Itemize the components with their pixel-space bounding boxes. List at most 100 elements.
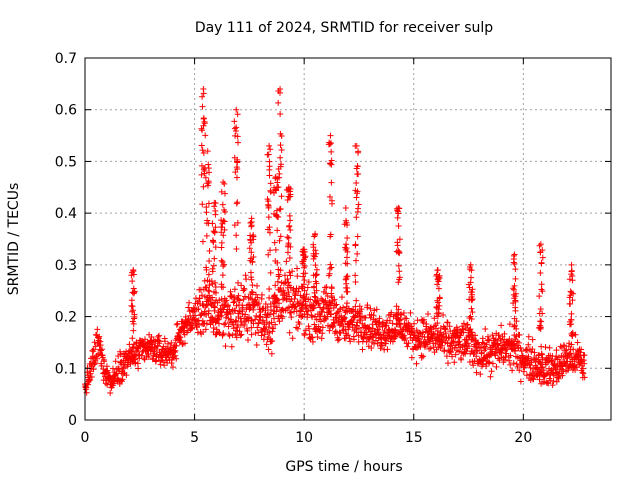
data-point xyxy=(318,308,325,315)
data-point xyxy=(524,357,531,364)
data-point xyxy=(128,302,135,309)
data-point xyxy=(343,241,350,248)
data-point xyxy=(287,226,294,233)
data-point xyxy=(265,251,272,258)
data-point xyxy=(275,213,282,220)
data-point xyxy=(450,338,457,345)
data-point xyxy=(382,322,389,329)
data-point xyxy=(266,311,273,318)
data-point xyxy=(248,249,255,256)
data-point xyxy=(248,317,255,324)
data-point xyxy=(386,317,393,324)
data-point xyxy=(393,303,400,310)
data-point xyxy=(467,274,474,281)
data-point xyxy=(354,233,361,240)
data-point xyxy=(120,364,127,371)
data-point xyxy=(518,348,525,355)
data-point xyxy=(228,292,235,299)
data-point xyxy=(173,355,180,362)
data-point xyxy=(300,281,307,288)
data-point xyxy=(232,132,239,139)
data-point xyxy=(332,328,339,335)
data-point xyxy=(268,319,275,326)
data-point xyxy=(353,165,360,172)
data-point xyxy=(346,335,353,342)
data-point xyxy=(205,307,212,314)
data-point xyxy=(543,371,550,378)
data-point xyxy=(451,359,458,366)
data-point xyxy=(353,194,360,201)
data-point xyxy=(248,331,255,338)
data-point xyxy=(255,300,262,307)
data-point xyxy=(299,260,306,267)
data-point xyxy=(173,321,180,328)
data-point xyxy=(334,337,341,344)
data-point xyxy=(401,315,408,322)
data-point xyxy=(313,271,320,278)
data-point xyxy=(343,288,350,295)
data-point xyxy=(242,272,249,279)
data-point xyxy=(231,298,238,305)
data-point xyxy=(488,368,495,375)
data-point xyxy=(466,314,473,321)
data-point xyxy=(404,343,411,350)
y-axis-title: SRMTID / TECUs xyxy=(6,183,22,296)
data-point xyxy=(312,247,319,254)
data-point xyxy=(277,142,284,149)
data-point xyxy=(414,344,421,351)
data-point xyxy=(342,204,349,211)
data-point xyxy=(334,309,341,316)
data-point xyxy=(477,371,484,378)
data-point xyxy=(286,255,293,262)
data-point xyxy=(566,276,573,283)
data-point xyxy=(212,244,219,251)
data-point xyxy=(302,327,309,334)
data-point xyxy=(284,249,291,256)
data-point xyxy=(342,318,349,325)
data-point xyxy=(507,352,514,359)
data-point xyxy=(270,303,277,310)
data-point xyxy=(426,338,433,345)
data-point xyxy=(238,331,245,338)
data-point xyxy=(149,355,156,362)
data-point xyxy=(200,320,207,327)
data-point xyxy=(104,369,111,376)
data-point xyxy=(238,282,245,289)
data-point xyxy=(353,257,360,264)
data-point xyxy=(331,320,338,327)
data-point xyxy=(512,275,519,282)
data-point xyxy=(510,360,517,367)
data-point xyxy=(354,250,361,257)
y-tick-label: 0.6 xyxy=(55,103,77,119)
data-point xyxy=(208,278,215,285)
data-point xyxy=(562,347,569,354)
data-point xyxy=(489,332,496,339)
data-point xyxy=(464,322,471,329)
data-point xyxy=(130,267,137,274)
data-point xyxy=(403,315,410,322)
data-point xyxy=(254,282,261,289)
data-point xyxy=(275,184,282,191)
data-point xyxy=(161,362,168,369)
data-point xyxy=(315,323,322,330)
data-point xyxy=(219,224,226,231)
data-point xyxy=(487,373,494,380)
data-point xyxy=(311,233,318,240)
data-point xyxy=(493,363,500,370)
data-point xyxy=(304,311,311,318)
data-point xyxy=(537,318,544,325)
data-point xyxy=(266,172,273,179)
data-point xyxy=(498,322,505,329)
data-point xyxy=(462,325,469,332)
data-point xyxy=(326,327,333,334)
data-point xyxy=(117,348,124,355)
data-point xyxy=(525,333,532,340)
data-point xyxy=(218,281,225,288)
data-point xyxy=(289,268,296,275)
data-point xyxy=(190,308,197,315)
data-point xyxy=(249,289,256,296)
data-point xyxy=(559,366,566,373)
data-point xyxy=(276,206,283,213)
data-point xyxy=(219,331,226,338)
data-point xyxy=(344,273,351,280)
